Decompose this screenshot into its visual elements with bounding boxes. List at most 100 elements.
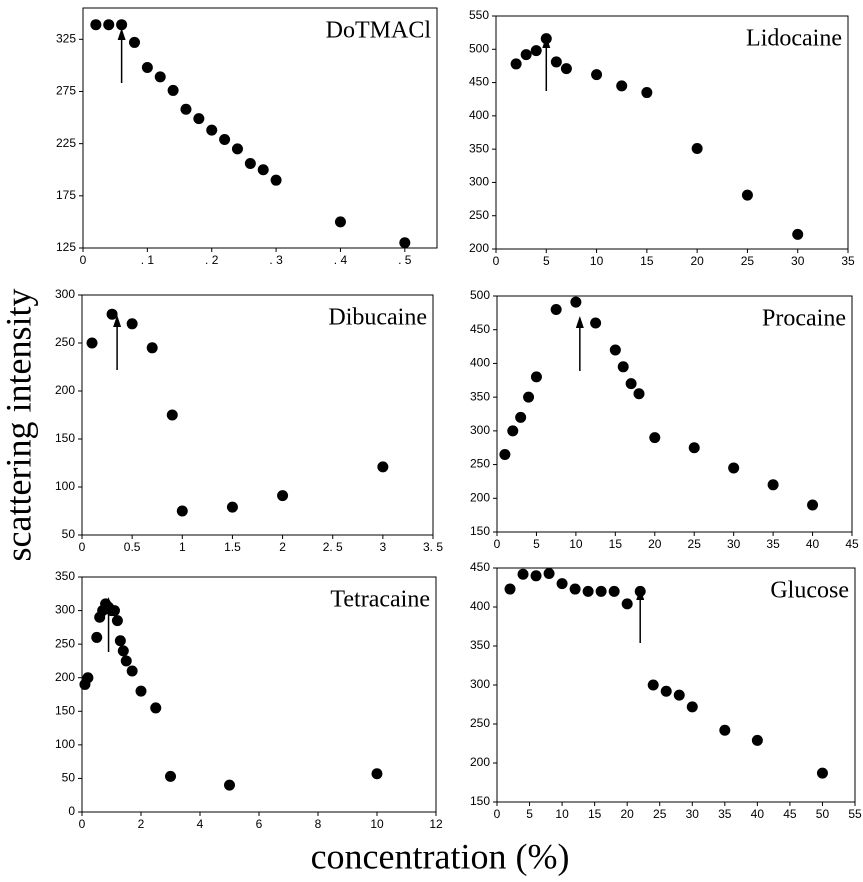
x-tick-label: 10 bbox=[555, 807, 569, 821]
x-tick-label: 30 bbox=[791, 254, 805, 268]
y-tick-label: 500 bbox=[470, 288, 490, 302]
data-point bbox=[617, 361, 629, 373]
y-tick-label: 300 bbox=[55, 603, 75, 617]
data-point bbox=[176, 505, 188, 517]
cmc-arrow bbox=[117, 28, 126, 83]
x-tick-label: 45 bbox=[845, 537, 859, 551]
chart-title: Lidocaine bbox=[746, 26, 842, 52]
y-tick-label: 275 bbox=[56, 84, 76, 98]
data-point bbox=[128, 36, 140, 48]
x-tick-label: 12 bbox=[429, 817, 443, 831]
x-tick-label: 30 bbox=[686, 807, 700, 821]
x-tick-label: . 2 bbox=[205, 253, 219, 267]
y-tick-label: 500 bbox=[469, 41, 489, 55]
data-point bbox=[116, 19, 128, 31]
y-tick-label: 350 bbox=[469, 141, 489, 155]
plot-frame bbox=[82, 7, 438, 249]
x-tick-label: . 5 bbox=[398, 253, 412, 267]
arrow-head bbox=[113, 315, 122, 327]
data-point bbox=[590, 317, 602, 329]
data-point bbox=[270, 174, 282, 186]
arrow-head bbox=[636, 588, 645, 600]
x-tick-label: . 1 bbox=[141, 253, 155, 267]
data-point bbox=[543, 567, 555, 579]
x-tick-label: 20 bbox=[621, 807, 635, 821]
x-tick-label: 40 bbox=[751, 807, 765, 821]
y-tick-label: 200 bbox=[55, 670, 75, 684]
data-point bbox=[591, 69, 603, 81]
data-point bbox=[517, 568, 529, 580]
data-point bbox=[165, 770, 176, 782]
x-tick-label: 25 bbox=[688, 537, 702, 551]
chart-title: Dibucaine bbox=[328, 305, 427, 331]
x-tick-label: 0 bbox=[494, 537, 501, 551]
y-tick-label: 300 bbox=[470, 423, 490, 437]
data-point bbox=[510, 58, 522, 70]
arrow-head bbox=[117, 28, 126, 40]
data-point bbox=[257, 164, 269, 176]
data-point bbox=[751, 734, 763, 746]
x-tick-label: 50 bbox=[816, 807, 830, 821]
chart-title: Glucose bbox=[770, 578, 849, 604]
data-point bbox=[530, 371, 542, 383]
data-point bbox=[560, 63, 572, 75]
data-point bbox=[82, 672, 94, 684]
y-tick-label: 400 bbox=[470, 599, 490, 613]
data-point bbox=[816, 767, 828, 779]
data-point bbox=[649, 432, 661, 444]
data-point bbox=[120, 655, 132, 667]
data-point bbox=[595, 585, 607, 597]
data-point bbox=[569, 583, 581, 595]
x-tick-label: . 4 bbox=[334, 253, 348, 267]
y-tick-label: 150 bbox=[470, 794, 490, 808]
x-tick-label: 2. 5 bbox=[323, 540, 343, 554]
data-point bbox=[193, 113, 205, 125]
y-tick-label: 350 bbox=[470, 389, 490, 403]
x-tick-label: 45 bbox=[783, 807, 797, 821]
data-point bbox=[520, 49, 532, 61]
data-point bbox=[371, 768, 383, 780]
data-point bbox=[530, 570, 542, 582]
x-tick-label: 30 bbox=[727, 537, 741, 551]
arrow-head bbox=[104, 597, 113, 609]
y-tick-label: 150 bbox=[470, 524, 490, 538]
data-point bbox=[609, 344, 621, 356]
data-point bbox=[166, 409, 178, 421]
x-tick-label: . 3 bbox=[269, 253, 283, 267]
x-tick-label: 0 bbox=[493, 254, 500, 268]
x-tick-label: 5 bbox=[526, 807, 533, 821]
data-point bbox=[86, 337, 98, 349]
x-tick-label: 8 bbox=[315, 817, 322, 831]
data-point bbox=[792, 228, 804, 240]
cmc-arrow bbox=[542, 36, 551, 91]
y-tick-label: 100 bbox=[55, 737, 75, 751]
y-tick-label: 300 bbox=[470, 677, 490, 691]
data-point bbox=[90, 19, 102, 31]
data-point bbox=[807, 499, 819, 511]
y-tick-label: 200 bbox=[469, 241, 489, 255]
data-point bbox=[625, 378, 637, 390]
y-tick-label: 400 bbox=[469, 108, 489, 122]
data-point bbox=[550, 56, 562, 68]
cmc-arrow bbox=[104, 597, 113, 652]
x-tick-label: 0.5 bbox=[124, 540, 141, 554]
data-point bbox=[556, 578, 568, 590]
plot-frame bbox=[81, 294, 434, 536]
data-point bbox=[691, 142, 703, 154]
y-tick-label: 300 bbox=[55, 287, 75, 301]
data-point bbox=[226, 501, 238, 513]
x-axis-label: concentration (%) bbox=[311, 836, 570, 876]
x-tick-label: 20 bbox=[690, 254, 704, 268]
y-tick-label: 125 bbox=[56, 240, 76, 254]
x-tick-label: 40 bbox=[806, 537, 820, 551]
x-tick-label: 3. 5 bbox=[423, 540, 443, 554]
y-tick-label: 150 bbox=[55, 431, 75, 445]
data-point bbox=[570, 296, 582, 308]
y-tick-label: 350 bbox=[470, 638, 490, 652]
data-point bbox=[523, 391, 535, 403]
y-tick-label: 0 bbox=[68, 804, 75, 818]
data-point bbox=[660, 685, 672, 697]
x-tick-label: 2 bbox=[138, 817, 145, 831]
y-tick-label: 400 bbox=[470, 356, 490, 370]
x-tick-label: 10 bbox=[569, 537, 583, 551]
